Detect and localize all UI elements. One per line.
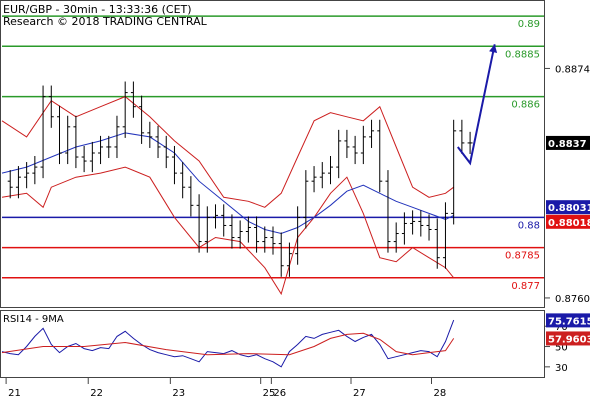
time-tick-label: 23 (172, 388, 185, 399)
value-tags: 0.8837 0.88031 0.88018 75.7615 57.9603 (546, 135, 590, 346)
price-tick-label: 0.8874 (555, 64, 590, 75)
rsi-tick-label: 50 (555, 343, 568, 354)
ma-value-tag-text: 0.88031 (548, 203, 590, 214)
time-tick-label: 26 (273, 388, 286, 399)
rsi-line (1, 319, 455, 368)
chart-copyright: Research © 2018 TRADING CENTRAL (3, 15, 208, 28)
chart-title: EUR/GBP - 30min - 13:33:36 (CET) (3, 3, 192, 16)
rsi-y-axis: 30 50 70 (545, 322, 568, 374)
last-price-tag-text: 0.8837 (548, 139, 587, 150)
bollinger-lower-band (1, 166, 455, 296)
time-tick-label: 25 (263, 388, 276, 399)
rsi-panel-frame (0, 310, 545, 378)
forecast-arrow-line (457, 44, 496, 166)
level-label-0.8785: 0.8785 (505, 251, 540, 262)
forecast-arrow-head (489, 44, 498, 53)
rsi-ma-value-tag-box (546, 331, 590, 346)
last-price-tag-box (546, 135, 590, 150)
level-label-0.88: 0.88 (518, 220, 540, 231)
time-tick-label: 28 (433, 388, 446, 399)
time-tick-label: 22 (90, 388, 103, 399)
time-tick-label: 27 (353, 388, 366, 399)
band-value-tag-text: 0.88018 (548, 218, 590, 229)
price-candles (7, 81, 473, 277)
level-label-0.8885: 0.8885 (505, 49, 540, 60)
band-value-tag-box (546, 214, 590, 229)
rsi-ma-value-tag-text: 57.9603 (548, 334, 590, 345)
level-label-0.886: 0.886 (511, 100, 540, 111)
rsi-series (1, 319, 455, 368)
bollinger-upper-band (1, 96, 454, 208)
rsi-tick-label: 70 (555, 322, 568, 333)
rsi-tick-label: 30 (555, 363, 568, 374)
ma-value-tag-box (546, 200, 590, 215)
level-label-0.89: 0.89 (518, 19, 540, 30)
time-tick-label: 21 (8, 388, 21, 399)
price-y-axis: 0.8760 0.8874 (545, 64, 590, 305)
price-tick-label: 0.8760 (555, 294, 590, 305)
level-label-0.877: 0.877 (511, 281, 540, 292)
rsi-value-tag-box (546, 313, 590, 328)
rsi-ma-line (1, 332, 455, 356)
rsi-value-tag-text: 75.7615 (548, 316, 590, 327)
price-forecast (457, 44, 498, 166)
rsi-title: RSI14 - 9MA (3, 314, 64, 325)
